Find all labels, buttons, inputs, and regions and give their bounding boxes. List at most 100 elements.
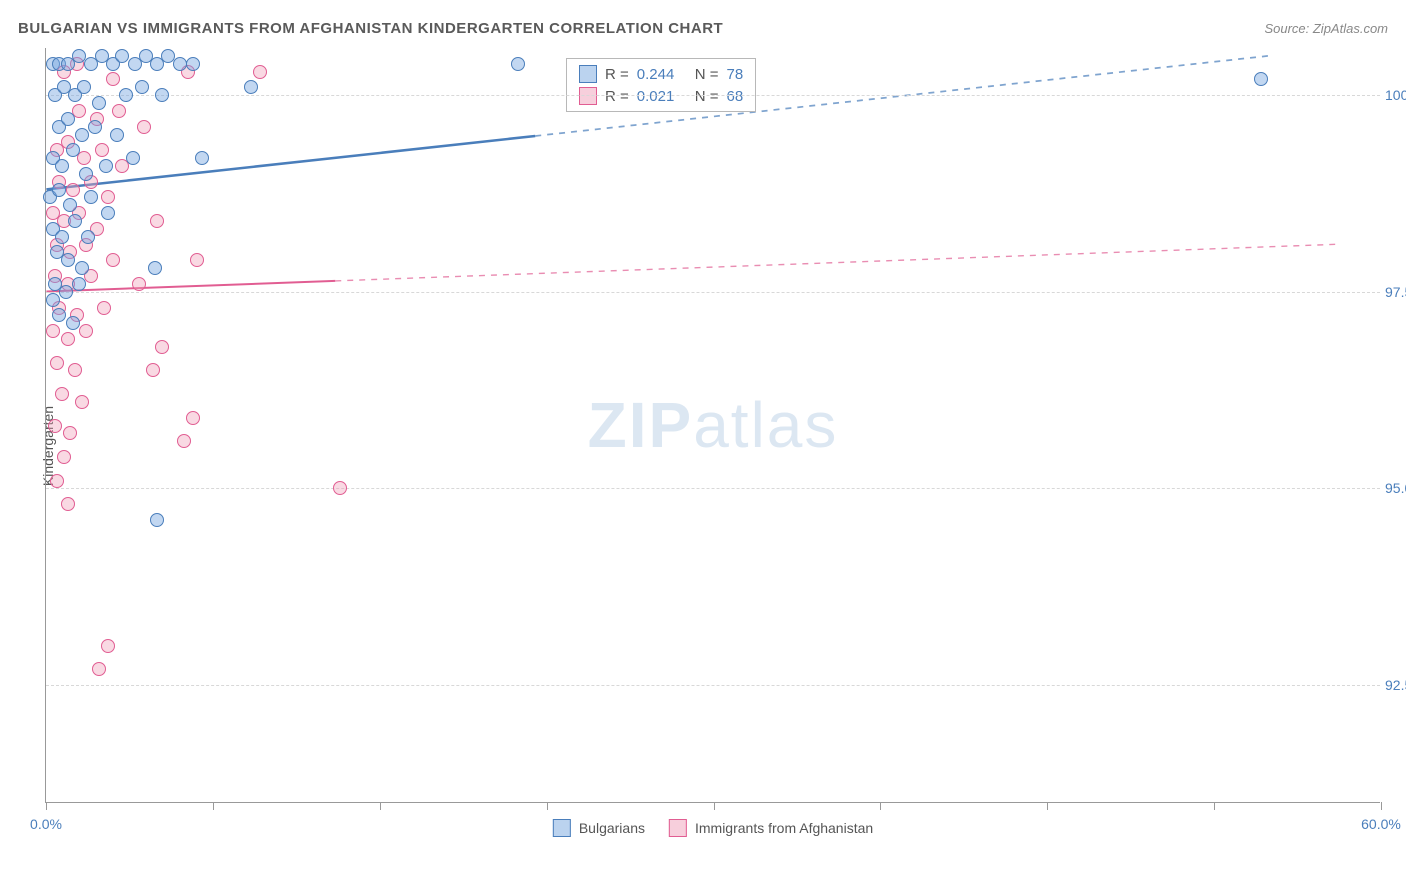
x-tick [880,802,881,810]
blue-point [66,316,80,330]
x-tick-label: 60.0% [1361,816,1401,832]
pink-point [63,426,77,440]
blue-point [84,190,98,204]
pink-point [61,497,75,511]
blue-point [173,57,187,71]
blue-point [99,159,113,173]
blue-point [72,277,86,291]
pink-point [101,639,115,653]
pink-point [106,72,120,86]
x-tick [1214,802,1215,810]
pink-point [68,363,82,377]
blue-point [1254,72,1268,86]
pink-point [190,253,204,267]
pink-point [57,450,71,464]
pink-point [50,356,64,370]
x-tick [380,802,381,810]
blue-point [63,198,77,212]
blue-point [110,128,124,142]
blue-point [150,513,164,527]
blue-point [135,80,149,94]
pink-point [48,419,62,433]
blue-point [77,80,91,94]
blue-point [119,88,133,102]
pink-point [146,363,160,377]
legend-row: R = 0.244 N = 78 [567,63,755,85]
chart-source: Source: ZipAtlas.com [1264,21,1388,36]
blue-point [59,285,73,299]
watermark-bold: ZIP [588,389,694,461]
blue-point [155,88,169,102]
pink-point [333,481,347,495]
gridline [46,488,1380,489]
x-tick [547,802,548,810]
y-tick-label: 100.0% [1385,87,1406,103]
pink-point [55,387,69,401]
x-tick [1381,802,1382,810]
blue-point [75,128,89,142]
x-tick [213,802,214,810]
legend-r-label: R = [605,66,629,83]
series-legend: Bulgarians Immigrants from Afghanistan [553,819,873,837]
blue-point [61,112,75,126]
gridline [46,95,1380,96]
blue-point [52,308,66,322]
pink-point [50,474,64,488]
y-tick-label: 95.0% [1385,480,1406,496]
y-tick-label: 92.5% [1385,677,1406,693]
blue-point [79,167,93,181]
x-tick [1047,802,1048,810]
pink-point [132,277,146,291]
trend-lines-svg [46,48,1380,802]
blue-point [88,120,102,134]
watermark: ZIPatlas [588,388,839,462]
x-tick [714,802,715,810]
pink-point [61,332,75,346]
blue-point [66,143,80,157]
legend-n-label: N = [695,66,719,83]
pink-point [177,434,191,448]
series-legend-label: Immigrants from Afghanistan [695,820,873,836]
blue-point [75,261,89,275]
pink-point [101,190,115,204]
legend-swatch-icon [579,65,597,83]
series-legend-label: Bulgarians [579,820,645,836]
blue-point [46,293,60,307]
blue-point [195,151,209,165]
scatter-plot-area: ZIPatlas R =0.244N =78R =0.021N =68 Bulg… [45,48,1380,803]
blue-point [511,57,525,71]
legend-n-value: 78 [727,66,744,83]
blue-point [126,151,140,165]
pink-point [75,395,89,409]
blue-point [81,230,95,244]
blue-point [244,80,258,94]
legend-swatch-icon [553,819,571,837]
pink-point [95,143,109,157]
x-tick [46,802,47,810]
pink-point [79,324,93,338]
series-legend-item: Immigrants from Afghanistan [669,819,873,837]
pink-point [155,340,169,354]
blue-point [186,57,200,71]
blue-point [61,253,75,267]
pink-point [112,104,126,118]
pink-point [150,214,164,228]
blue-point [52,183,66,197]
blue-point [68,214,82,228]
pink-point [186,411,200,425]
pink-point [97,301,111,315]
y-tick-label: 97.5% [1385,284,1406,300]
blue-point [101,206,115,220]
blue-point [55,159,69,173]
blue-point [92,96,106,110]
watermark-light: atlas [693,389,838,461]
pink-point [106,253,120,267]
blue-point [115,49,129,63]
gridline [46,685,1380,686]
legend-r-value: 0.244 [637,66,687,83]
series-legend-item: Bulgarians [553,819,645,837]
pink-point [92,662,106,676]
pink-point [46,324,60,338]
legend-swatch-icon [669,819,687,837]
gridline [46,292,1380,293]
